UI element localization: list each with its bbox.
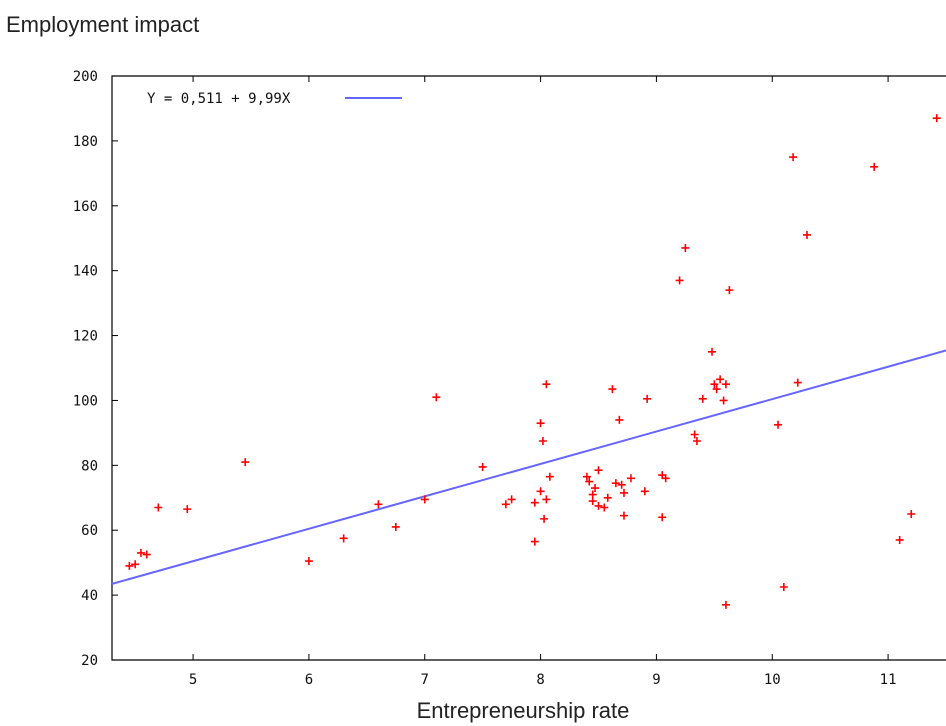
data-point [870, 162, 879, 171]
data-point [708, 347, 717, 356]
data-point [615, 415, 624, 424]
data-point [619, 511, 628, 520]
data-point [640, 487, 649, 496]
y-tick-label: 60 [81, 523, 98, 539]
data-point [530, 498, 539, 507]
plot-frame [111, 75, 946, 661]
data-point [142, 550, 151, 559]
data-point [501, 500, 510, 509]
x-tick-label: 11 [880, 672, 897, 688]
data-point [719, 396, 728, 405]
data-point [125, 561, 134, 570]
x-tick-label: 9 [652, 672, 660, 688]
x-axis-label: Entrepreneurship rate [417, 698, 630, 723]
data-point [793, 378, 802, 387]
data-point [725, 286, 734, 295]
data-point [690, 430, 699, 439]
data-point [626, 474, 635, 483]
data-point [478, 462, 487, 471]
x-tick-label: 8 [536, 672, 544, 688]
data-point [643, 394, 652, 403]
data-point [585, 477, 594, 486]
data-point [591, 484, 600, 493]
axes: 20 40 60 80 100 120 140 160 180 200 5 6 7 8 9 10 11 [73, 69, 946, 688]
data-point [661, 474, 670, 483]
data-point [617, 480, 626, 489]
data-point [710, 380, 719, 389]
data-point [530, 537, 539, 546]
data-point [536, 419, 545, 428]
data-point [432, 393, 441, 402]
data-point [582, 472, 591, 481]
y-tick-label: 120 [73, 329, 98, 345]
data-point [131, 560, 140, 569]
data-point [136, 548, 145, 557]
data-point [507, 495, 516, 504]
y-tick-label: 40 [81, 588, 98, 604]
x-tick-label: 6 [305, 672, 313, 688]
data-point [789, 153, 798, 162]
data-point [779, 583, 788, 591]
data-point [542, 495, 551, 504]
data-point [594, 501, 603, 510]
data-point [619, 488, 628, 497]
data-point [542, 380, 551, 389]
data-point [374, 500, 383, 509]
data-point [588, 497, 597, 506]
data-point [692, 437, 701, 445]
data-point [712, 385, 721, 394]
y-tick-label: 180 [73, 134, 98, 150]
data-point [600, 503, 609, 512]
y-axis-label: Employment impact [6, 12, 199, 37]
data-point [803, 230, 811, 239]
data-point [774, 420, 783, 429]
data-point [540, 514, 549, 523]
data-point [608, 385, 617, 394]
data-point [721, 380, 730, 389]
data-point [611, 479, 620, 488]
fit-line-group [111, 349, 946, 585]
data-point [603, 493, 612, 502]
data-point [907, 510, 916, 518]
data-point [932, 114, 941, 123]
legend: Y = 0,511 + 9,99X [147, 91, 402, 107]
data-point [154, 503, 163, 512]
data-point [304, 557, 313, 566]
data-points [125, 114, 941, 609]
data-point [675, 276, 684, 285]
y-tick-label: 160 [73, 199, 98, 215]
data-point [391, 522, 400, 531]
y-tick-label: 140 [73, 264, 98, 280]
data-point [538, 437, 547, 445]
y-tick-label: 80 [81, 458, 98, 474]
x-tick-label: 10 [764, 672, 781, 688]
data-point [339, 534, 348, 543]
y-tick-label: 100 [73, 393, 98, 409]
y-tick-label: 200 [73, 69, 98, 85]
legend-label: Y = 0,511 + 9,99X [147, 91, 291, 107]
data-point [895, 535, 904, 544]
data-point [420, 495, 429, 504]
x-tick-label: 7 [421, 672, 429, 688]
data-point [183, 505, 192, 514]
data-point [681, 243, 690, 252]
x-tick-label: 5 [189, 672, 197, 688]
data-point [698, 394, 707, 403]
data-point [658, 513, 667, 522]
data-point [536, 487, 545, 496]
data-point [716, 375, 725, 384]
fit-line [111, 349, 946, 585]
data-point [721, 600, 730, 609]
data-point [594, 466, 603, 475]
data-point [545, 472, 554, 481]
data-point [241, 458, 250, 467]
y-tick-label: 20 [81, 653, 98, 669]
